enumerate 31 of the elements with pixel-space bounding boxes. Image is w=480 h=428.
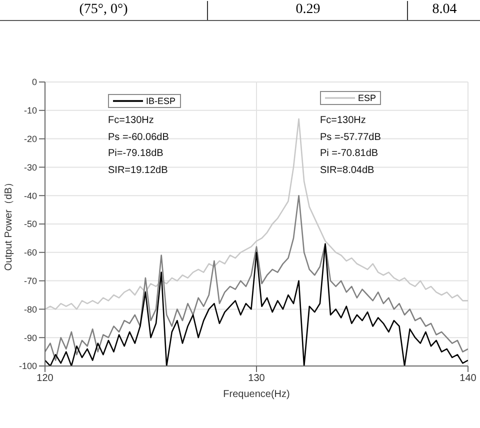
annotation: Ps =-60.06dB xyxy=(108,130,169,144)
annotation: Ps =-57.77dB xyxy=(320,130,381,144)
y-tick-label: -50 xyxy=(24,219,37,230)
text: 0.29 xyxy=(207,1,408,20)
y-tick-label: -90 xyxy=(24,332,37,343)
annotation: SIR=8.04dB xyxy=(320,164,376,178)
y-tick-label: -100 xyxy=(18,361,37,372)
text: 8.04 xyxy=(407,1,480,20)
legend-label: ESP xyxy=(358,93,376,103)
line-series xyxy=(45,118,468,310)
y-tick-label: -80 xyxy=(24,304,37,314)
x-tick-label: 120 xyxy=(36,373,54,384)
legend-label: IB-ESP xyxy=(146,96,176,106)
x-axis-title: Frequence(Hz) xyxy=(223,389,290,400)
x-tick-label: 140 xyxy=(460,373,477,384)
y-tick-label: 0 xyxy=(32,77,37,88)
y-tick-label: -70 xyxy=(24,276,37,286)
y-tick-label: -40 xyxy=(24,190,37,201)
annotation: Pi =-70.81dB xyxy=(320,147,380,161)
text: (75°, 0°) xyxy=(78,1,129,19)
y-tick-label: -30 xyxy=(24,162,37,172)
y-axis-title: Output Power（dB） xyxy=(4,177,15,271)
y-tick-label: -10 xyxy=(24,106,37,116)
annotation: Fc=130Hz xyxy=(320,114,367,128)
annotation: SIR=19.12dB xyxy=(108,164,169,178)
annotation: Pi=-79.18dB xyxy=(108,147,164,161)
y-tick-label: -60 xyxy=(24,248,37,258)
x-tick-label: 130 xyxy=(248,373,266,384)
line-series xyxy=(45,194,468,361)
annotation: Fc=130Hz xyxy=(108,114,155,128)
y-tick-label: -20 xyxy=(24,134,37,144)
